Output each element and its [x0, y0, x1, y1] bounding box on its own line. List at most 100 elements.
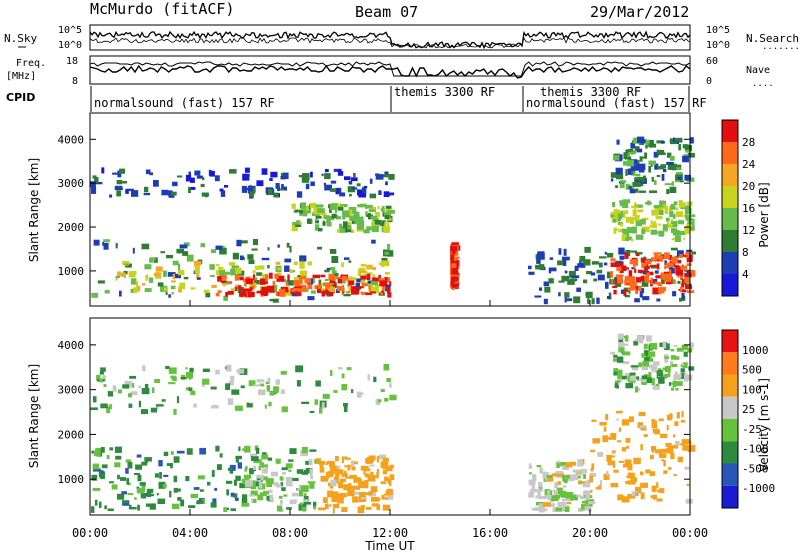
power-cell [673, 213, 676, 219]
power-cell [383, 225, 390, 233]
velocity-cell [646, 335, 652, 342]
power-cell [247, 174, 250, 177]
velocity-cell [681, 410, 684, 418]
velocity-cell [339, 492, 347, 498]
power-cell [653, 180, 657, 185]
velocity-cell [651, 446, 657, 451]
power-cell [331, 270, 337, 274]
velocity-cell [592, 438, 600, 444]
power-cell [295, 291, 302, 297]
velocity-cell [634, 486, 642, 494]
velocity-cell [305, 460, 312, 465]
velocity-cell [246, 403, 253, 408]
power-colorbar-frame [721, 119, 739, 297]
power-cell [194, 266, 200, 274]
velocity-cell [367, 475, 376, 482]
velocity-cell [686, 483, 690, 487]
velocity-cell [292, 477, 299, 482]
power-cell [606, 252, 614, 258]
velocity-cell [380, 461, 389, 468]
power-cell [583, 259, 591, 266]
velocity-cell [227, 467, 233, 471]
velocity-cell [641, 381, 647, 385]
velocity-cell [335, 456, 339, 462]
velocity-cell [364, 480, 369, 486]
nsearch-label: N.Search [746, 32, 799, 45]
velocity-cell [684, 374, 693, 381]
power-cell [141, 243, 150, 250]
power-cell [566, 298, 573, 302]
velocity-cell [576, 494, 582, 498]
velocity-cell [258, 389, 266, 396]
velocity-cell [542, 472, 549, 479]
power-cell [293, 261, 298, 265]
power-cell [357, 204, 363, 208]
velocity-cell [318, 507, 326, 511]
power-cell [666, 222, 670, 229]
velocity-cell [273, 386, 279, 393]
velocity-cell [581, 504, 588, 510]
velocity-cell [180, 377, 187, 380]
power-cell [623, 289, 627, 296]
velocity-cell [648, 372, 652, 377]
power-cell [235, 267, 242, 274]
velocity-cell [544, 494, 552, 499]
power-cell [310, 181, 315, 186]
velocity-cell [141, 461, 148, 466]
power-cell [179, 244, 188, 249]
velocity-cell [343, 484, 350, 491]
power-cell [573, 296, 581, 304]
power-cell [386, 225, 390, 230]
velocity-cell [341, 456, 345, 464]
velocity-cell [565, 492, 574, 499]
power-cell [332, 284, 337, 287]
velocity-cell [268, 401, 272, 407]
velocity-cell [356, 391, 362, 398]
power-colorbar-tick: 28 [742, 136, 755, 149]
power-cell [687, 290, 695, 294]
power-cell [670, 228, 677, 234]
velocity-cell [597, 452, 604, 457]
velocity-cell [685, 498, 693, 504]
velocity-cell [682, 445, 690, 451]
velocity-cell [126, 478, 130, 485]
power-cell [632, 209, 637, 217]
velocity-cell [554, 494, 560, 499]
power-cell [353, 211, 360, 219]
power-cell [222, 281, 226, 287]
power-cell [168, 190, 173, 197]
velocity-cell [590, 489, 593, 493]
velocity-cell [154, 473, 159, 478]
power-cell [326, 219, 331, 224]
velocity-cell [629, 372, 636, 376]
velocity-cell [634, 386, 639, 393]
power-cell [115, 275, 120, 278]
velocity-cell [365, 458, 373, 464]
velocity-cell [626, 445, 629, 449]
velocity-cell [651, 485, 657, 492]
power-cell [676, 212, 679, 216]
power-cell [587, 298, 590, 304]
power-cell [288, 289, 292, 296]
power-cell [676, 211, 684, 217]
power-cell [627, 159, 634, 167]
velocity-cell [338, 498, 343, 502]
power-cell [657, 281, 663, 287]
time-tick-label: 00:00 [672, 526, 708, 540]
power-cell [537, 251, 545, 254]
velocity-cell [230, 508, 236, 512]
power-cell [676, 250, 684, 257]
nave-tick-top: 60 [706, 56, 718, 67]
velocity-cell [185, 387, 191, 391]
velocity-cell [319, 466, 325, 473]
power-cell [619, 201, 628, 207]
power-cell [215, 293, 220, 297]
power-cell [310, 171, 313, 178]
power-cell [103, 243, 109, 250]
velocity-cell [264, 404, 267, 409]
velocity-cell [631, 365, 639, 371]
power-cell [304, 173, 310, 181]
power-cell [685, 252, 692, 258]
power-cell [297, 288, 306, 292]
power-cell [631, 181, 635, 189]
